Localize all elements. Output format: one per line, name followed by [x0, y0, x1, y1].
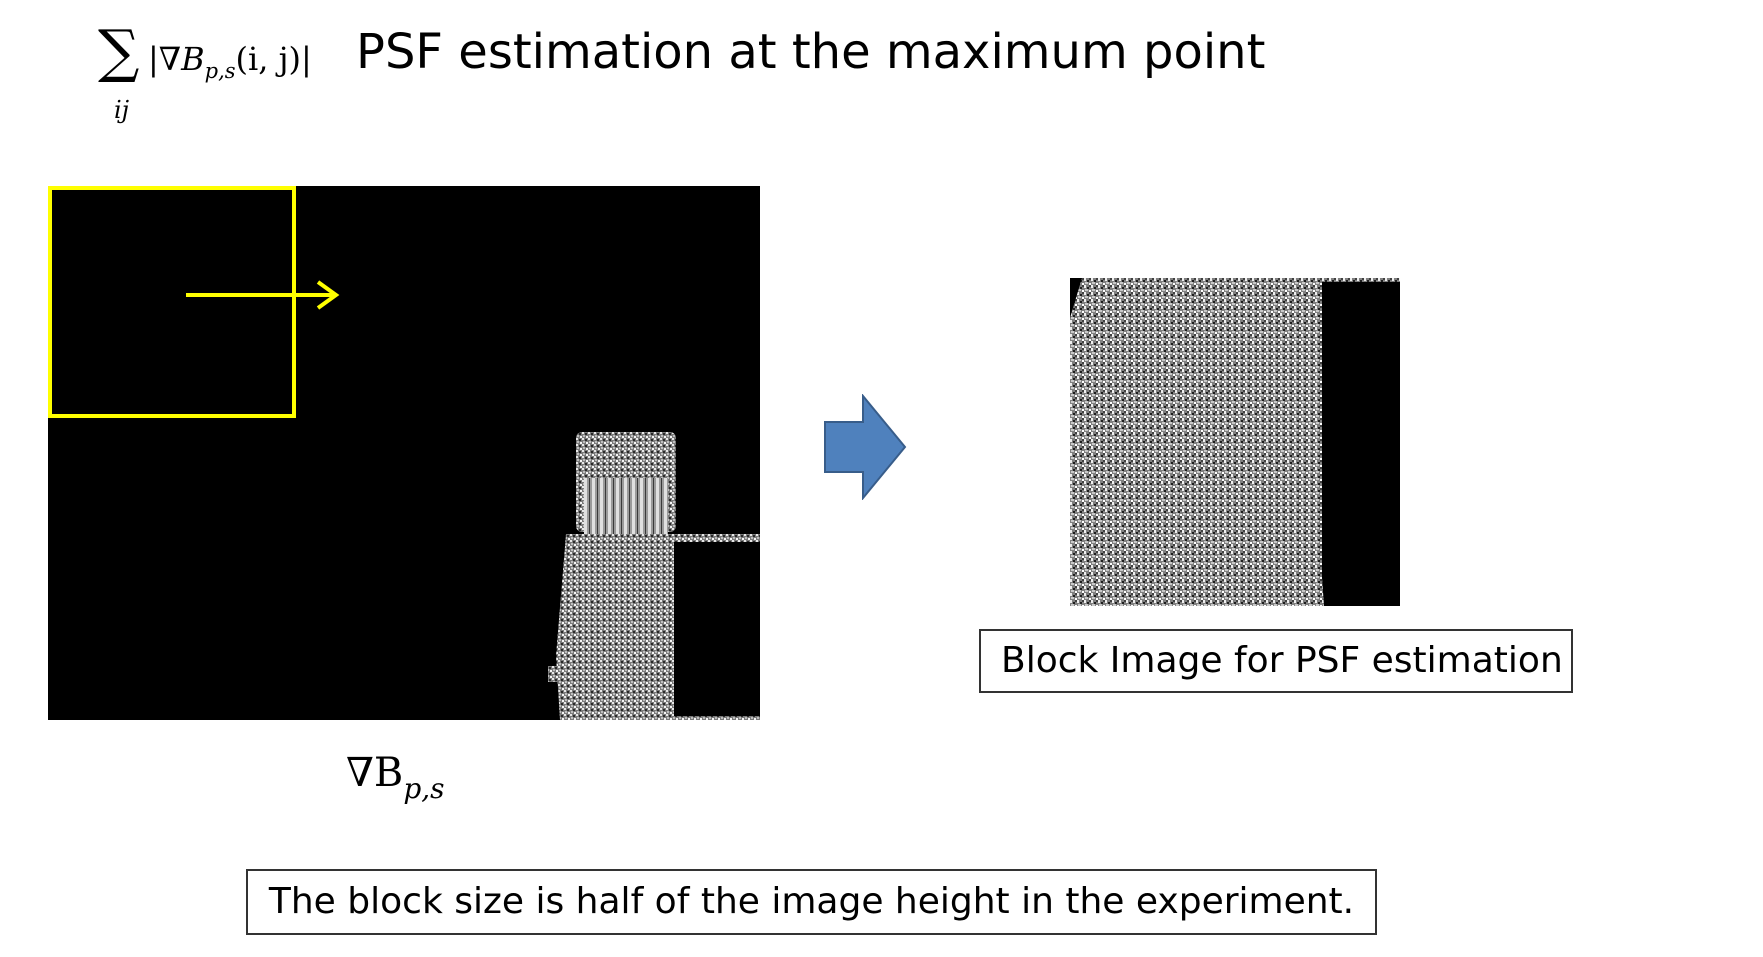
- formula-args: (i, j): [235, 40, 302, 78]
- sum-index: ij: [114, 96, 130, 124]
- formula-variable: B: [181, 40, 205, 78]
- slide-title: PSF estimation at the maximum point: [356, 24, 1266, 80]
- right-arrow-icon: [824, 394, 907, 500]
- sliding-window-box: [48, 186, 296, 418]
- abs-close: |: [301, 40, 312, 78]
- gradient-symbol: ∇B: [346, 750, 404, 796]
- sum-symbol: ∑: [98, 17, 140, 85]
- gradient-image-panel: [48, 186, 760, 720]
- object-ridges: [584, 478, 668, 536]
- gradient-subscript: p,s: [403, 772, 445, 805]
- formula-subscript: p,s: [204, 59, 236, 83]
- abs-gradient-expression: |∇Bp,s(i, j)|: [148, 40, 312, 83]
- block-image-label: Block Image for PSF estimation: [979, 629, 1573, 693]
- block-texture: [1070, 278, 1324, 606]
- gradient-image: [48, 186, 760, 720]
- object-body: [556, 534, 674, 720]
- block-edge-top: [1320, 278, 1400, 282]
- object-bar-bottom: [674, 716, 760, 720]
- block-image: [1070, 278, 1400, 606]
- experiment-note: The block size is half of the image heig…: [246, 869, 1377, 935]
- gradient-caption: ∇Bp,s: [346, 750, 445, 805]
- sliding-arrowhead: [316, 280, 340, 310]
- sum-formula: ∑ ij |∇Bp,s(i, j)|: [98, 22, 328, 132]
- object-fragment: [548, 666, 580, 682]
- abs-open: |∇: [148, 40, 182, 78]
- object-bar-top: [674, 534, 760, 542]
- block-image-panel: [1070, 278, 1400, 606]
